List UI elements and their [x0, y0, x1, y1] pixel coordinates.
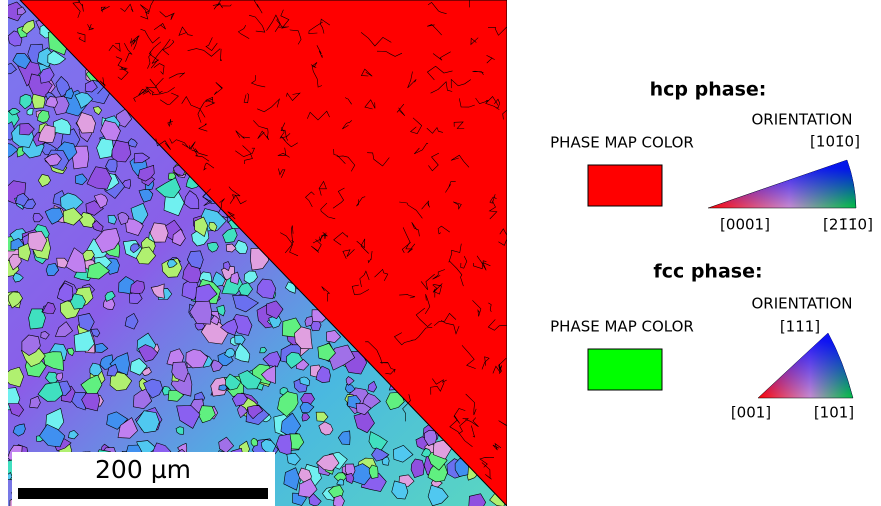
fcc-ipf-overlay — [758, 333, 853, 398]
grain — [219, 385, 227, 390]
pole-label: [101̄0] — [810, 133, 860, 151]
orientation-label: ORIENTATION — [751, 111, 852, 129]
pole-label: [0001] — [720, 216, 770, 234]
phase-label: PHASE MAP COLOR — [550, 134, 694, 152]
grain — [5, 473, 12, 480]
figure: 200 µm hcp phase: ORIENTATION PHASE MAP … — [0, 0, 881, 506]
page: 200 µm hcp phase: ORIENTATION PHASE MAP … — [0, 0, 881, 506]
pole-label: [001] — [731, 404, 771, 422]
fcc-swatch — [588, 349, 662, 390]
grain — [2, 367, 23, 387]
grain — [112, 140, 131, 162]
hcp-ipf-overlay — [708, 160, 856, 208]
grain — [411, 459, 424, 478]
scale-bar — [18, 488, 268, 499]
phase-map — [0, 0, 514, 506]
phase-label: PHASE MAP COLOR — [550, 318, 694, 336]
hcp-swatch — [588, 165, 662, 206]
pole-label: [21̄1̄0] — [823, 216, 873, 234]
fcc-title: fcc phase: — [653, 261, 762, 283]
pole-label: [111] — [780, 318, 820, 336]
hcp-title: hcp phase: — [650, 79, 767, 101]
grain — [108, 215, 117, 224]
orientation-label: ORIENTATION — [751, 295, 852, 313]
pole-label: [101] — [814, 404, 854, 422]
scale-bar-label: 200 µm — [95, 455, 191, 484]
